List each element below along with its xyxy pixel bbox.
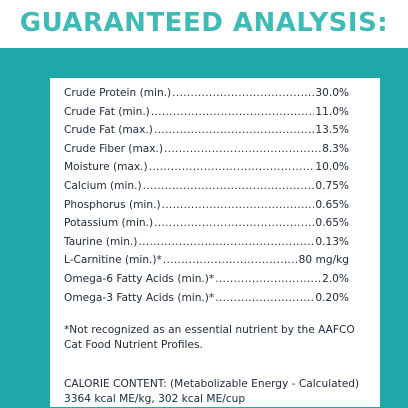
analysis-card: Crude Protein (min.) 30.0% Crude Fat (mi… (50, 78, 380, 407)
analysis-row: Omega-3 Fatty Acids (min.)* 0.20% (64, 289, 349, 308)
dot-leader (215, 270, 321, 289)
nutrient-name: Omega-3 Fatty Acids (min.)* (64, 291, 215, 304)
nutrient-name: Calcium (min.) (64, 179, 142, 192)
dot-leader (163, 251, 298, 270)
teal-panel: Crude Protein (min.) 30.0% Crude Fat (mi… (0, 48, 408, 408)
page-title: GUARANTEED ANALYSIS: (19, 8, 389, 38)
nutrient-name: Crude Fiber (max.) (64, 142, 164, 155)
dot-leader (215, 289, 314, 308)
analysis-row: Moisture (max.) 10.0% (64, 158, 349, 177)
dot-leader (143, 177, 315, 196)
analysis-list: Crude Protein (min.) 30.0% Crude Fat (mi… (64, 84, 349, 307)
dot-leader (164, 140, 321, 159)
dot-leader (154, 214, 314, 233)
nutrient-value: 0.65% (315, 198, 349, 211)
analysis-row: L-Carnitine (min.)* 80 mg/kg (64, 251, 349, 270)
nutrient-name: Moisture (max.) (64, 161, 148, 174)
nutrient-value: 0.13% (315, 235, 349, 248)
dot-leader (151, 103, 315, 122)
dot-leader (154, 121, 314, 140)
nutrient-value: 11.0% (315, 105, 349, 118)
analysis-row: Potassium (min.) 0.65% (64, 214, 349, 233)
nutrient-value: 2.0% (322, 272, 349, 285)
nutrient-name: Potassium (min.) (64, 217, 154, 230)
nutrient-name: Taurine (min.) (64, 235, 138, 248)
nutrient-value: 30.0% (315, 87, 349, 99)
dot-leader (172, 84, 314, 103)
dot-leader (149, 158, 315, 177)
nutrient-name: Crude Fat (max.) (64, 124, 153, 137)
nutrient-value: 80 mg/kg (298, 254, 349, 267)
nutrient-value: 0.75% (315, 179, 349, 192)
analysis-row: Crude Fat (max.) 13.5% (64, 121, 349, 140)
nutrient-name: L-Carnitine (min.)* (64, 254, 162, 267)
nutrient-value: 0.20% (315, 291, 349, 304)
footnote: *Not recognized as an essential nutrient… (64, 324, 355, 351)
nutrient-name: Crude Protein (min.) (64, 87, 172, 99)
analysis-row: Omega-6 Fatty Acids (min.)* 2.0% (64, 270, 349, 289)
analysis-row: Crude Fat (min.) 11.0% (64, 103, 349, 122)
nutrient-value: 10.0% (315, 161, 349, 174)
nutrient-value: 13.5% (315, 124, 349, 137)
analysis-row: Taurine (min.) 0.13% (64, 233, 349, 252)
analysis-row: Crude Protein (min.) 30.0% (64, 84, 349, 103)
nutrient-name: Crude Fat (min.) (64, 105, 150, 118)
analysis-row: Phosphorus (min.) 0.65% (64, 196, 349, 215)
analysis-row: Calcium (min.) 0.75% (64, 177, 349, 196)
nutrient-name: Phosphorus (min.) (64, 198, 161, 211)
nutrient-value: 8.3% (322, 142, 349, 155)
analysis-row: Crude Fiber (max.) 8.3% (64, 140, 349, 159)
dot-leader (138, 233, 314, 252)
calorie-content: CALORIE CONTENT: (Metabolizable Energy -… (64, 378, 360, 405)
nutrient-value: 0.65% (315, 217, 349, 230)
nutrient-name: Omega-6 Fatty Acids (min.)* (64, 272, 215, 285)
dot-leader (162, 196, 315, 215)
